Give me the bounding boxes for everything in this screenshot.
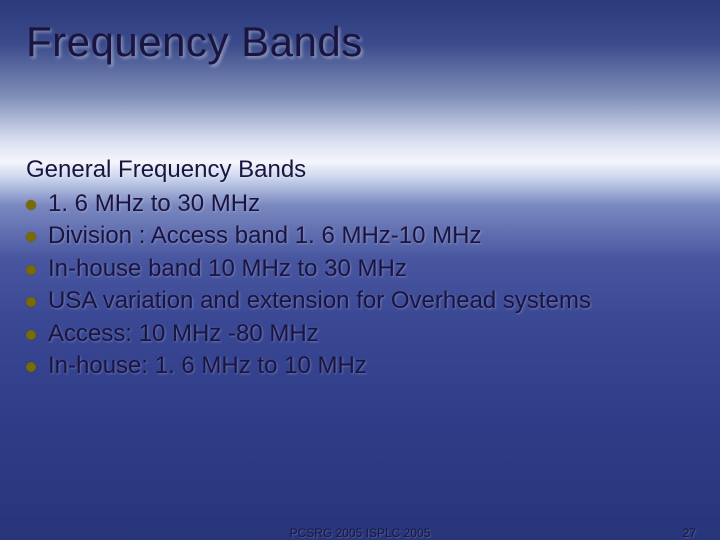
bullet-icon	[26, 330, 36, 340]
slide: Frequency Bands General Frequency Bands …	[0, 0, 720, 540]
bullet-text: USA variation and extension for Overhead…	[48, 285, 591, 317]
bullet-item: USA variation and extension for Overhead…	[26, 285, 686, 317]
bullet-text: Access: 10 MHz -80 MHz	[48, 318, 319, 350]
content-subheading: General Frequency Bands	[26, 156, 686, 184]
bullet-item: Division : Access band 1. 6 MHz-10 MHz	[26, 220, 686, 252]
slide-content: General Frequency Bands 1. 6 MHz to 30 M…	[26, 156, 686, 382]
bullet-icon	[26, 362, 36, 372]
bullet-item: In-house band 10 MHz to 30 MHz	[26, 253, 686, 285]
bullet-text: Division : Access band 1. 6 MHz-10 MHz	[48, 220, 482, 252]
footer-center-text: PCSRG 2005 ISPLC 2005	[290, 526, 431, 540]
bullet-item: Access: 10 MHz -80 MHz	[26, 318, 686, 350]
slide-title: Frequency Bands	[26, 18, 363, 66]
bullet-item: In-house: 1. 6 MHz to 10 MHz	[26, 350, 686, 382]
bullet-icon	[26, 265, 36, 275]
bullet-text: In-house: 1. 6 MHz to 10 MHz	[48, 350, 367, 382]
bullet-item: 1. 6 MHz to 30 MHz	[26, 188, 686, 220]
bullet-icon	[26, 297, 36, 307]
bullet-icon	[26, 200, 36, 210]
footer-page-number: 27	[683, 526, 696, 540]
bullet-text: 1. 6 MHz to 30 MHz	[48, 188, 260, 220]
bullet-icon	[26, 232, 36, 242]
bullet-text: In-house band 10 MHz to 30 MHz	[48, 253, 407, 285]
